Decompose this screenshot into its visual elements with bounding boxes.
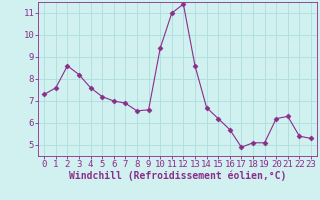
X-axis label: Windchill (Refroidissement éolien,°C): Windchill (Refroidissement éolien,°C) [69,171,286,181]
